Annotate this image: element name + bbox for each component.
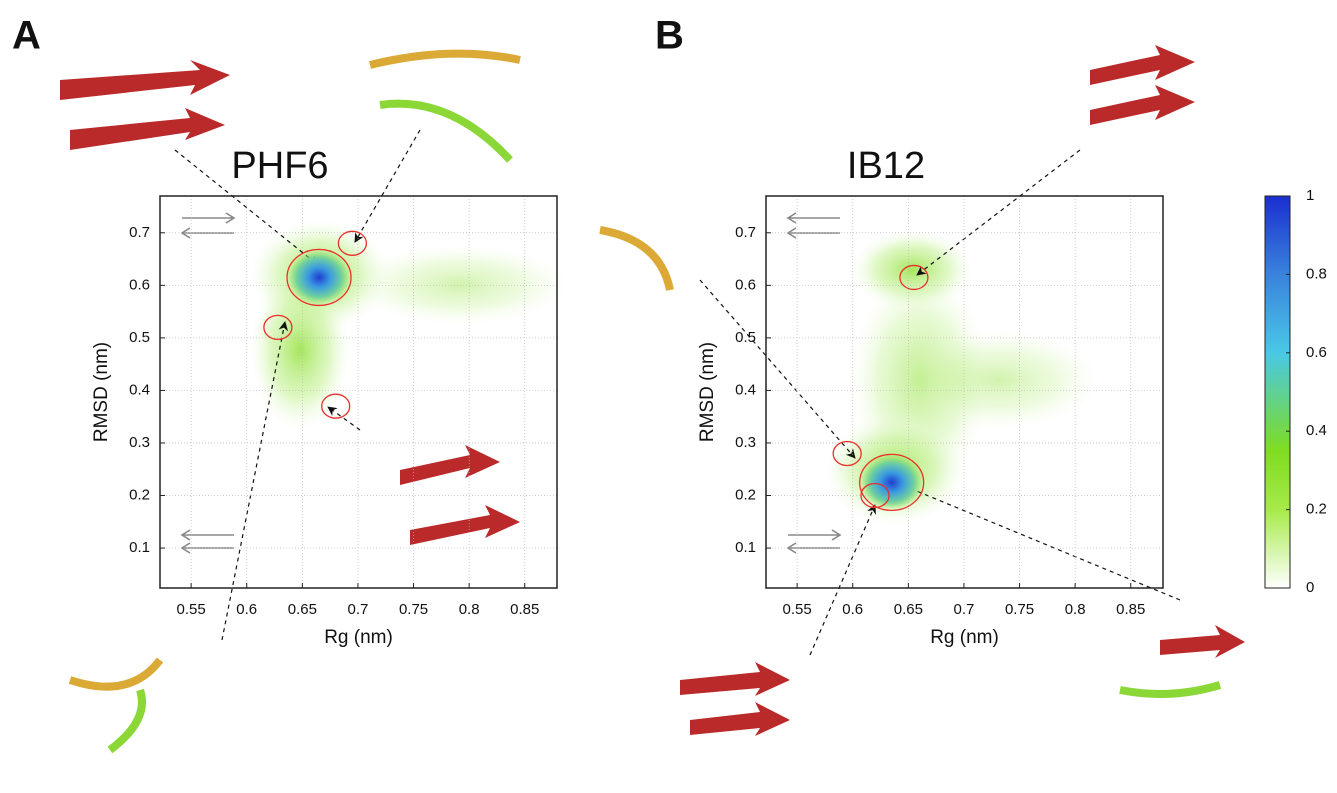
x-tick-label: 0.55 (783, 601, 812, 618)
density-basin (899, 264, 929, 291)
panel-label: B (655, 14, 684, 58)
panel-label: A (12, 14, 41, 58)
density-basin (337, 230, 368, 256)
colorbar-tick-label: 0 (1306, 579, 1314, 596)
colorbar-tick-label: 0.2 (1306, 501, 1327, 518)
x-tick-label: 0.85 (510, 601, 539, 618)
y-tick-label: 0.3 (735, 434, 756, 451)
x-tick-label: 0.7 (348, 601, 369, 618)
density-cloud (250, 220, 1100, 525)
y-tick-label: 0.6 (735, 276, 756, 293)
x-tick-label: 0.75 (399, 601, 428, 618)
x-tick-label: 0.55 (177, 601, 206, 618)
y-tick-label: 0.4 (735, 381, 756, 398)
y-tick-label: 0.7 (735, 224, 756, 241)
y-tick-label: 0.3 (129, 434, 150, 451)
y-tick-label: 0.5 (735, 329, 756, 346)
y-axis-label: RMSD (nm) (91, 342, 112, 442)
x-axis-label: Rg (nm) (324, 627, 393, 648)
x-tick-label: 0.6 (236, 601, 257, 618)
colorbar-tick-label: 0.8 (1306, 265, 1327, 282)
colorbar-tick-label: 1 (1306, 187, 1314, 204)
leader-lines (174, 129, 1181, 656)
x-tick-label: 0.8 (1065, 601, 1086, 618)
density-basin (263, 314, 293, 341)
y-tick-label: 0.1 (129, 539, 150, 556)
y-tick-label: 0.2 (129, 486, 150, 503)
x-axis-label: Rg (nm) (930, 627, 999, 648)
x-tick-label: 0.65 (894, 601, 923, 618)
density-basin (832, 440, 862, 467)
colorbar-tick-label: 0.4 (1306, 422, 1327, 439)
x-tick-label: 0.85 (1116, 601, 1145, 618)
chart-title: PHF6 (231, 145, 328, 187)
y-tick-label: 0.5 (129, 329, 150, 346)
density-basin (860, 482, 890, 509)
x-tick-label: 0.6 (842, 601, 863, 618)
x-tick-label: 0.65 (288, 601, 317, 618)
x-tick-label: 0.8 (459, 601, 480, 618)
y-tick-label: 0.6 (129, 276, 150, 293)
chart-title: IB12 (847, 145, 925, 187)
y-tick-label: 0.2 (735, 486, 756, 503)
y-tick-label: 0.7 (129, 224, 150, 241)
structure-sketch (60, 45, 1245, 754)
x-tick-label: 0.75 (1005, 601, 1034, 618)
colorbar (1264, 195, 1291, 589)
y-tick-label: 0.1 (735, 539, 756, 556)
y-axis-label: RMSD (nm) (697, 342, 718, 442)
colorbar-tick-label: 0.6 (1306, 344, 1327, 361)
density-basin (321, 393, 351, 419)
plot-frame (159, 195, 558, 589)
x-tick-label: 0.7 (954, 601, 975, 618)
density-basin (859, 453, 925, 512)
y-tick-label: 0.4 (129, 381, 150, 398)
plot-frame (765, 195, 1164, 589)
density-basin (286, 248, 352, 307)
